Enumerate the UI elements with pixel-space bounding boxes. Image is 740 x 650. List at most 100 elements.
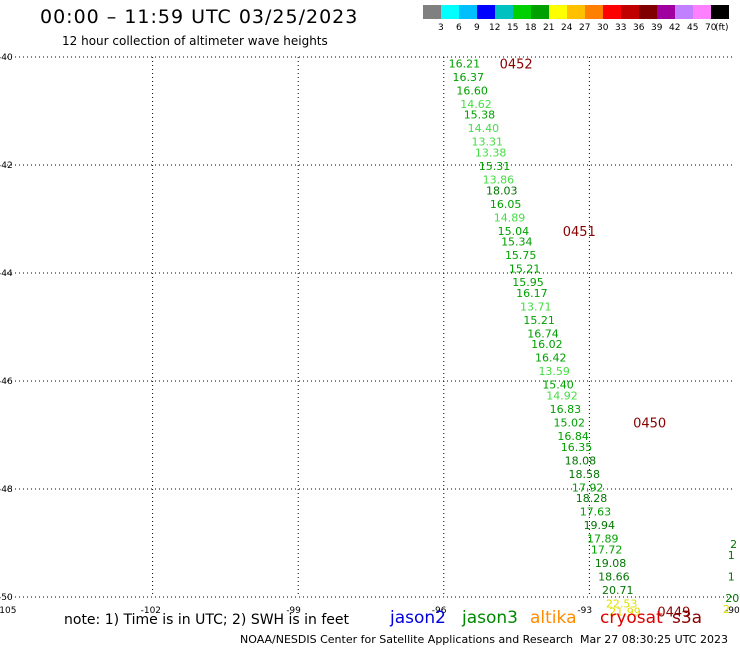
wave-height-label: 14.92 bbox=[546, 390, 578, 403]
wave-height-label: 13.71 bbox=[520, 300, 552, 313]
colorbar-swatch bbox=[693, 5, 711, 19]
colorbar-swatch bbox=[513, 5, 531, 19]
y-tick-label: -50 bbox=[0, 593, 13, 603]
wave-height-label: 14.89 bbox=[494, 211, 525, 224]
colorbar-swatch bbox=[423, 5, 441, 19]
wave-height-label: 17.63 bbox=[580, 506, 612, 519]
time-labels: 0452 0451 0450 0449 bbox=[500, 57, 691, 620]
colorbar-swatch bbox=[657, 5, 675, 19]
wave-height-label: 15.31 bbox=[479, 160, 511, 173]
wave-height-label: 15.04 bbox=[498, 225, 530, 238]
colorbar-label: 27 bbox=[579, 23, 590, 33]
wave-height-label: 16.60 bbox=[456, 84, 488, 97]
chart-grid bbox=[7, 56, 735, 598]
footer-credit: NOAA/NESDIS Center for Satellite Applica… bbox=[240, 633, 574, 646]
wave-height-label: 15.21 bbox=[523, 314, 555, 327]
wave-height-label: 14.40 bbox=[468, 122, 500, 135]
colorbar-label: 6 bbox=[456, 23, 462, 33]
colorbar-swatch bbox=[531, 5, 549, 19]
legend-item-jason2: jason2 bbox=[390, 608, 446, 628]
wave-height-label: 18.66 bbox=[598, 570, 630, 583]
footer-timestamp: Mar 27 08:30:25 UTC 2023 bbox=[580, 633, 728, 646]
wave-height-label: 16.17 bbox=[516, 287, 548, 300]
pass-time-label: 0450 bbox=[633, 417, 666, 432]
colorbar-swatch bbox=[711, 5, 729, 19]
wave-height-label: 17.72 bbox=[591, 543, 623, 556]
y-tick-label: -40 bbox=[0, 53, 13, 63]
colorbar-label: 45 bbox=[687, 23, 698, 33]
x-tick-label: -102 bbox=[141, 606, 161, 616]
colorbar-label: 12 bbox=[489, 23, 500, 33]
wave-height-label: 13.38 bbox=[475, 147, 507, 160]
footer-note: note: 1) Time is in UTC; 2) SWH is in fe… bbox=[64, 612, 350, 628]
colorbar-label: (ft) bbox=[715, 23, 729, 33]
wave-height-label: 16.37 bbox=[453, 71, 485, 84]
colorbar-label: 42 bbox=[669, 23, 680, 33]
x-tick-label: -90 bbox=[725, 606, 740, 616]
y-tick-label: -48 bbox=[0, 485, 13, 495]
colorbar-label: 9 bbox=[474, 23, 480, 33]
colorbar-label: 70 bbox=[705, 23, 717, 33]
wave-height-label: 22.53 bbox=[606, 597, 638, 610]
wave-height-label: 17.89 bbox=[587, 533, 619, 546]
wave-height-label: 16.21 bbox=[449, 57, 481, 70]
legend-item-jason3: jason3 bbox=[462, 608, 518, 628]
colorbar-swatch bbox=[639, 5, 657, 19]
colorbar-swatch bbox=[459, 5, 477, 19]
wave-height-label: 15.21 bbox=[509, 263, 541, 276]
colorbar-label: 21 bbox=[543, 23, 554, 33]
wave-height-label: 16.35 bbox=[561, 441, 593, 454]
colorbar-label: 33 bbox=[615, 23, 626, 33]
wave-height-label: 15.95 bbox=[512, 276, 544, 289]
wave-height-label: 15.38 bbox=[464, 109, 496, 122]
wave-height-label: 19.94 bbox=[584, 519, 616, 532]
pass-time-label: 0451 bbox=[563, 225, 596, 240]
wave-height-label: 17.92 bbox=[572, 481, 604, 494]
wave-height-label: 15.02 bbox=[553, 417, 585, 430]
pass-time-label: 0452 bbox=[500, 57, 533, 72]
y-tick-label: -42 bbox=[0, 161, 13, 171]
colorbar-label: 36 bbox=[633, 23, 645, 33]
x-tick-label: -93 bbox=[577, 606, 592, 616]
wave-height-label: 16.83 bbox=[550, 403, 582, 416]
y-tick-label: -44 bbox=[0, 269, 13, 279]
y-tick-label: -46 bbox=[0, 377, 13, 387]
wave-height-label: 18.03 bbox=[486, 184, 518, 197]
legend-item-altika: altika bbox=[530, 608, 577, 628]
colorbar-label: 18 bbox=[525, 23, 537, 33]
colorbar-swatch bbox=[675, 5, 693, 19]
wave-height-label: 21.99 bbox=[609, 606, 641, 619]
legend-item-cryosat: cryosat bbox=[600, 608, 663, 628]
wave-height-label: 15.75 bbox=[505, 249, 537, 262]
data-points: 16.2116.3716.6014.6215.3814.4013.3113.38… bbox=[449, 57, 740, 618]
wave-height-label: 20.71 bbox=[602, 584, 634, 597]
colorbar-swatch bbox=[621, 5, 639, 19]
wave-height-label: 14.62 bbox=[460, 98, 492, 111]
axis-ticks: -40 -42 -44 -46 -48 -50 -105 -102 -99 -96 -93 -90 bbox=[0, 53, 740, 616]
wave-height-label: 16.02 bbox=[531, 338, 563, 351]
wave-height-label: 1 bbox=[728, 570, 735, 583]
wave-height-label: 13.31 bbox=[471, 136, 503, 149]
wave-height-label: 2 bbox=[730, 538, 737, 551]
wave-height-label: 16.74 bbox=[527, 327, 559, 340]
colorbar-label: 39 bbox=[651, 23, 663, 33]
wave-height-label: 13.59 bbox=[538, 365, 570, 378]
colorbar-swatch bbox=[549, 5, 567, 19]
colorbar-label: 24 bbox=[561, 23, 573, 33]
colorbar-swatch bbox=[567, 5, 585, 19]
chart-subtitle: 12 hour collection of altimeter wave hei… bbox=[62, 34, 328, 48]
wave-height-label: 1 bbox=[728, 549, 735, 562]
x-tick-label: -105 bbox=[0, 606, 16, 616]
pass-time-label: 0449 bbox=[657, 606, 690, 621]
wave-height-label: 18.58 bbox=[569, 468, 601, 481]
wave-height-label: 2 bbox=[723, 603, 730, 616]
chart-title: 00:00 – 11:59 UTC 03/25/2023 bbox=[40, 6, 359, 28]
wave-height-label: 16.05 bbox=[490, 198, 522, 211]
colorbar: 3 6 9 12 15 18 21 24 27 30 33 36 39 42 45 70(ft) bbox=[423, 5, 729, 33]
legend-item-s3a: s3a bbox=[672, 608, 703, 628]
colorbar-swatch bbox=[477, 5, 495, 19]
wave-height-label: 15.40 bbox=[542, 379, 574, 392]
x-tick-label: -99 bbox=[286, 606, 301, 616]
colorbar-swatch bbox=[603, 5, 621, 19]
